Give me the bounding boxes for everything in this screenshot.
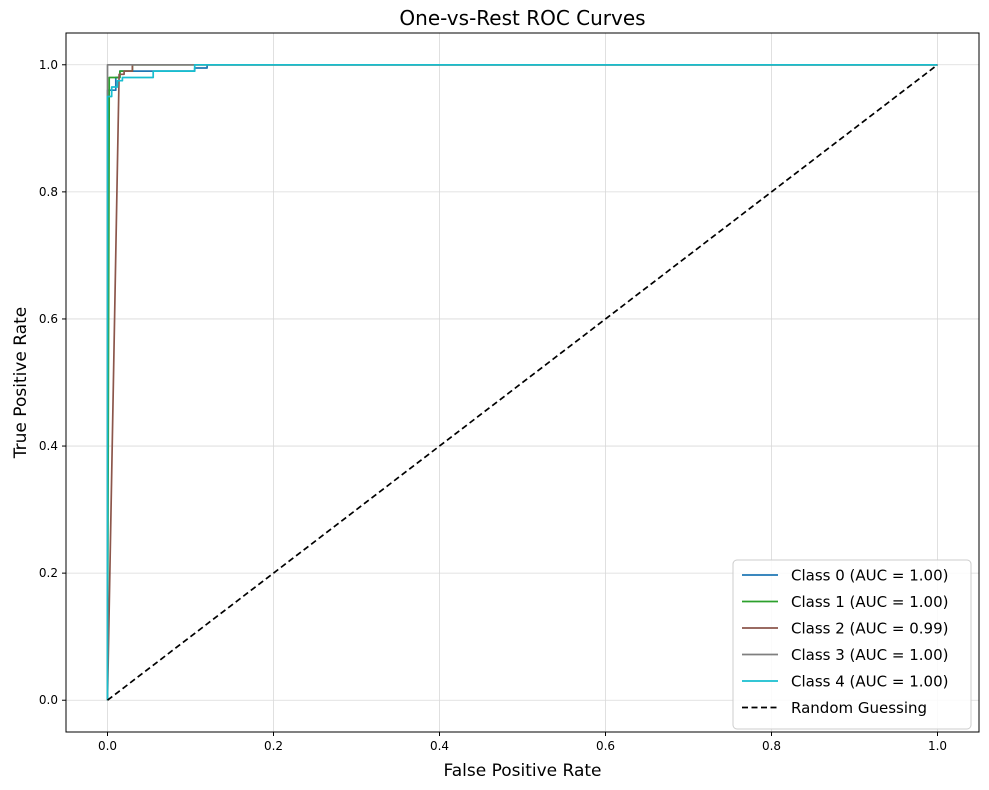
axis-ticks: 0.0 0.2 0.4 0.6 0.8 1.0 0.0 0.2 0.4 0.6 0.8 1.0 bbox=[39, 58, 947, 753]
series-line-5 bbox=[106, 64, 939, 701]
legend-label: Class 1 (AUC = 1.00) bbox=[791, 593, 948, 611]
x-tick-label: 0.4 bbox=[430, 739, 449, 753]
series-line-4 bbox=[106, 63, 938, 701]
legend-label: Class 0 (AUC = 1.00) bbox=[791, 567, 948, 585]
x-tick-label: 0.2 bbox=[264, 739, 283, 753]
x-axis-title: False Positive Rate bbox=[444, 761, 602, 781]
legend-label: Class 2 (AUC = 0.99) bbox=[791, 620, 948, 638]
y-axis-title: True Positive Rate bbox=[11, 307, 31, 459]
chart-title: One-vs-Rest ROC Curves bbox=[399, 6, 645, 30]
y-tick-label: 0.0 bbox=[39, 693, 58, 707]
x-tick-label: 0.6 bbox=[596, 739, 615, 753]
legend-label: Class 3 (AUC = 1.00) bbox=[791, 646, 948, 664]
legend-label: Class 4 (AUC = 1.00) bbox=[791, 673, 948, 691]
roc-series bbox=[106, 63, 939, 701]
x-tick-label: 1.0 bbox=[928, 739, 947, 753]
x-tick-label: 0.8 bbox=[762, 739, 781, 753]
legend-box bbox=[732, 559, 972, 730]
legend-label: Random Guessing bbox=[791, 699, 927, 717]
y-tick-label: 1.0 bbox=[39, 58, 58, 72]
y-tick-label: 0.2 bbox=[39, 566, 58, 580]
y-tick-label: 0.4 bbox=[39, 439, 58, 453]
x-tick-label: 0.0 bbox=[98, 739, 117, 753]
y-tick-label: 0.8 bbox=[39, 185, 58, 199]
legend: Class 0 (AUC = 1.00) Class 1 (AUC = 1.00)… bbox=[732, 559, 972, 730]
y-tick-label: 0.6 bbox=[39, 312, 58, 326]
plot-frame bbox=[65, 32, 980, 733]
